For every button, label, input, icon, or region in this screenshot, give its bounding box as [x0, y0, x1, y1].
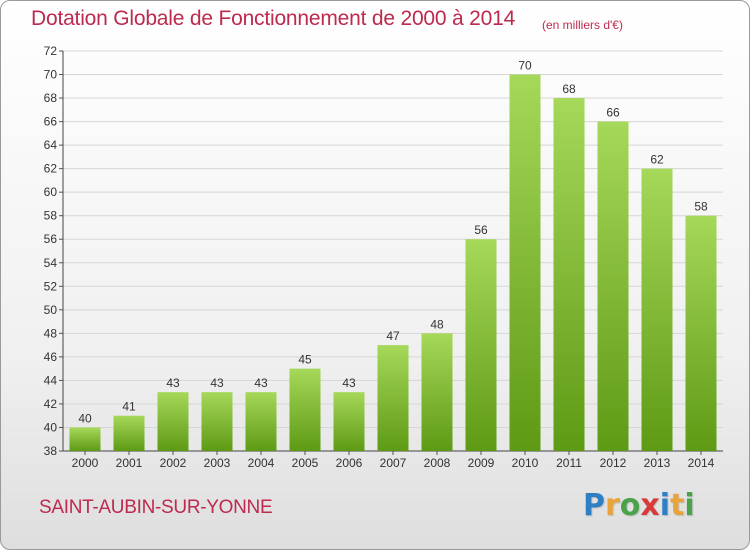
bar-value-label: 56 [474, 223, 488, 237]
logo-letter: i [684, 488, 695, 523]
logo-letter: P [583, 488, 605, 523]
x-tick-label: 2012 [600, 456, 627, 470]
chart-title: Dotation Globale de Fonctionnement de 20… [31, 7, 516, 30]
x-tick-label: 2002 [160, 456, 187, 470]
y-tick-label: 48 [44, 326, 58, 340]
x-tick-label: 2009 [468, 456, 495, 470]
logo-letter: t [670, 488, 685, 523]
y-tick-label: 54 [44, 256, 58, 270]
bar [421, 333, 453, 451]
bar-value-label: 62 [650, 153, 664, 167]
bar [201, 392, 233, 451]
bar-value-label: 43 [166, 376, 180, 390]
y-tick-label: 66 [44, 115, 58, 129]
x-tick-label: 2008 [424, 456, 451, 470]
bar [69, 427, 101, 451]
y-tick-label: 46 [44, 350, 58, 364]
logo-letter: i [659, 488, 671, 523]
x-tick-label: 2011 [556, 456, 582, 470]
bar-value-label: 58 [694, 200, 708, 214]
bar-value-label: 40 [78, 411, 92, 425]
proxiti-logo: Proxiti [583, 488, 695, 523]
logo-letter: o [619, 488, 641, 523]
x-tick-label: 2005 [292, 456, 319, 470]
x-tick-label: 2006 [336, 456, 363, 470]
logo-letter: x [640, 488, 660, 523]
bar [641, 168, 673, 451]
bar [509, 74, 541, 451]
bar [377, 345, 409, 451]
bar-value-label: 70 [518, 59, 532, 73]
bar-value-label: 41 [122, 400, 136, 414]
bar [333, 392, 365, 451]
y-tick-label: 68 [44, 91, 58, 105]
logo-letter: r [605, 488, 620, 523]
bar-value-label: 43 [210, 376, 224, 390]
bar-value-label: 45 [298, 353, 312, 367]
bar [113, 415, 145, 451]
x-tick-label: 2010 [512, 456, 539, 470]
y-tick-label: 62 [44, 162, 58, 176]
y-tick-label: 38 [44, 444, 58, 458]
y-tick-label: 58 [44, 209, 58, 223]
y-tick-label: 52 [44, 279, 58, 293]
bar-value-label: 43 [254, 376, 268, 390]
x-tick-label: 2014 [688, 456, 715, 470]
y-tick-label: 42 [44, 397, 58, 411]
bar-value-label: 66 [606, 106, 620, 120]
bar [685, 215, 717, 451]
commune-name: SAINT-AUBIN-SUR-YONNE [39, 497, 273, 518]
y-tick-label: 60 [44, 185, 58, 199]
bar-value-label: 68 [562, 82, 576, 96]
x-tick-label: 2000 [72, 456, 99, 470]
bar [245, 392, 277, 451]
y-tick-label: 70 [44, 68, 58, 82]
x-tick-label: 2007 [380, 456, 407, 470]
y-tick-label: 64 [44, 138, 58, 152]
y-tick-label: 50 [44, 303, 58, 317]
bar [597, 121, 629, 452]
bars [69, 74, 717, 452]
y-tick-label: 72 [44, 44, 58, 58]
axes: 38 40 42 44 46 48 50 52 54 56 58 60 62 64 66 68 70 72 2000… [44, 44, 723, 470]
bar-value-label: 48 [430, 317, 444, 331]
x-tick-label: 2013 [644, 456, 671, 470]
y-tick-label: 44 [44, 373, 58, 387]
bar [465, 239, 497, 451]
bar-value-label: 43 [342, 376, 356, 390]
y-tick-label: 56 [44, 232, 58, 246]
bar [157, 392, 189, 451]
x-tick-label: 2004 [248, 456, 275, 470]
bar [553, 98, 585, 451]
bar-value-label: 47 [386, 329, 400, 343]
x-tick-label: 2003 [204, 456, 231, 470]
bar [289, 368, 321, 451]
x-tick-label: 2001 [116, 456, 143, 470]
data-labels: 40 41 43 43 43 45 43 47 48 56 70 68 66 62 58 [78, 59, 708, 426]
y-tick-label: 40 [44, 420, 58, 434]
chart-unit-note: (en milliers d'€) [542, 18, 623, 32]
